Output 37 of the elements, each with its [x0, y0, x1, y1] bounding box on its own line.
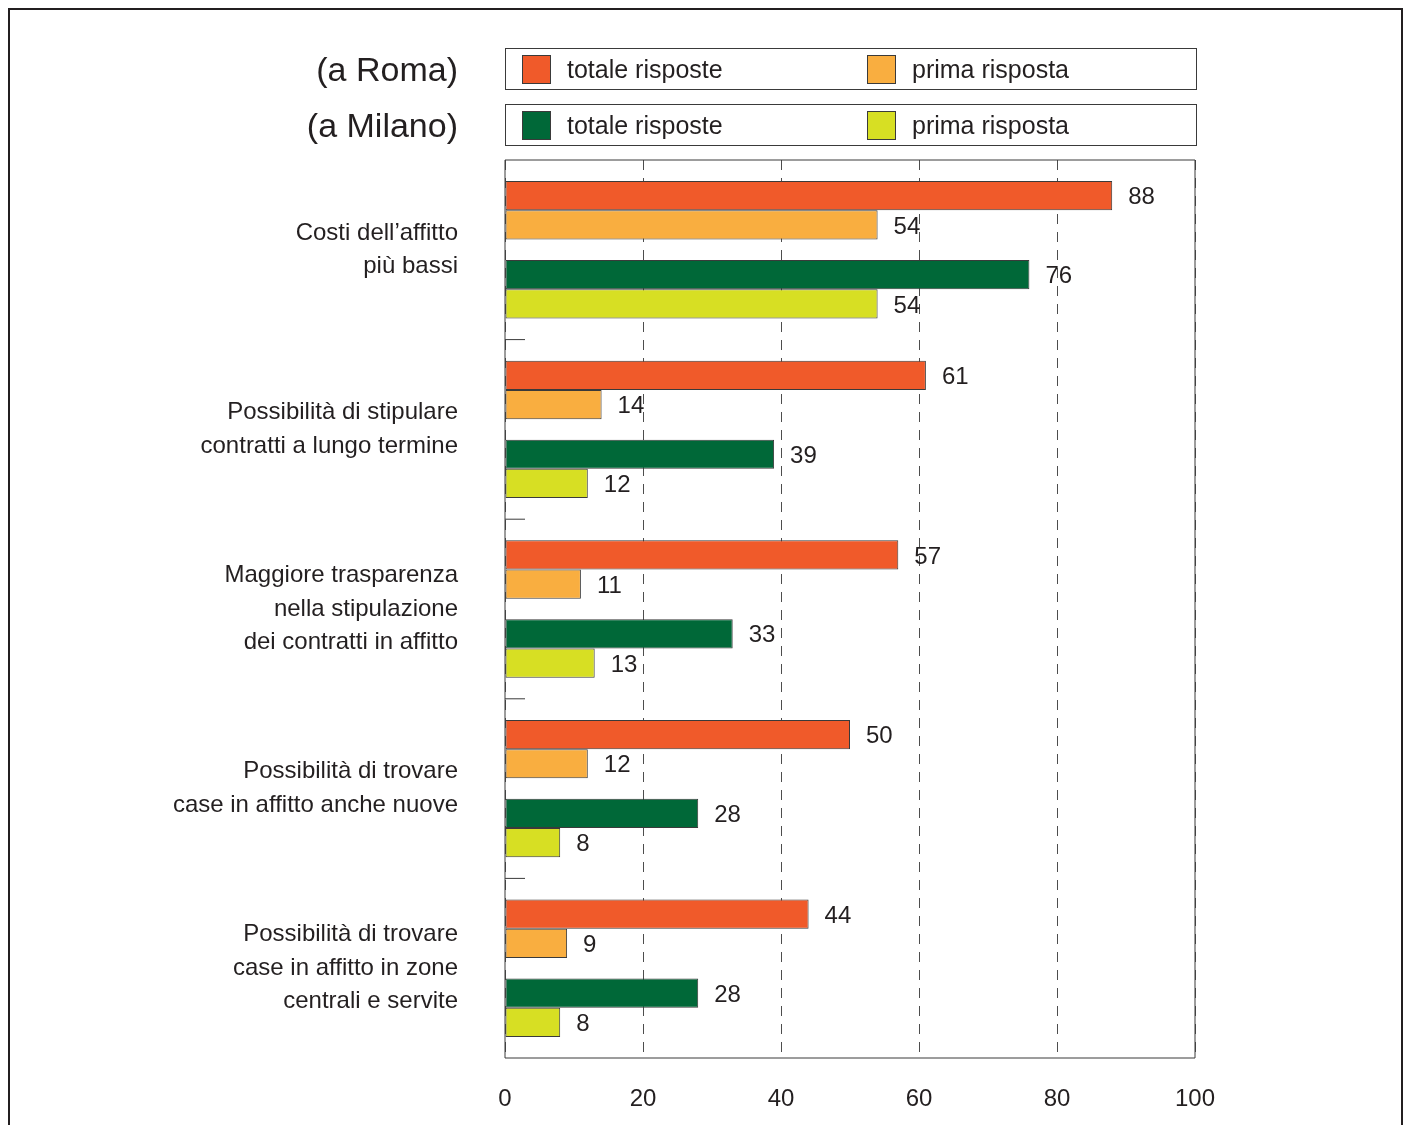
data-label: 12	[603, 750, 631, 778]
x-tick-label: 40	[767, 1084, 795, 1112]
data-label: 76	[1045, 261, 1073, 289]
data-label: 9	[583, 929, 597, 957]
x-tick-label: 60	[905, 1084, 933, 1112]
data-label: 54	[893, 290, 921, 318]
legend-label: totale risposte	[567, 54, 723, 84]
data-label: 54	[893, 211, 921, 239]
legend-label: prima risposta	[912, 54, 1069, 84]
y-tick-label: Maggiore trasparenza nella stipulazione dei contratti in affitto	[224, 560, 459, 655]
text: (a Milano)	[305, 105, 458, 146]
x-tick-label: 20	[629, 1084, 657, 1112]
data-label: 57	[914, 541, 941, 569]
data-label: 8	[576, 829, 590, 857]
data-label: 39	[790, 440, 817, 468]
data-label: 50	[866, 721, 893, 749]
y-tick-label: Costi dell’affitto più bassi	[295, 217, 458, 279]
x-tick-label: 100	[1174, 1084, 1216, 1112]
y-tick-label: Possibilità di trovare case in affitto in zone centrali e servite	[232, 919, 458, 1014]
x-tick-label: 80	[1043, 1084, 1071, 1112]
legend-label: totale risposte	[567, 110, 723, 140]
data-label: 8	[576, 1008, 590, 1036]
x-tick-label: 0	[498, 1084, 512, 1112]
y-tick-label: Possibilità di trovare case in affitto anche nuove	[172, 756, 458, 818]
data-label: 44	[824, 900, 852, 928]
data-label: 28	[714, 800, 741, 828]
data-label: 14	[617, 391, 645, 419]
legend-label: prima risposta	[912, 110, 1069, 140]
data-label: 61	[941, 361, 969, 389]
data-label: 88	[1128, 182, 1155, 210]
y-tick-label: Possibilità di stipulare contratti a lungo termine	[200, 397, 458, 458]
data-label: 12	[603, 470, 631, 498]
text: (a Roma)	[315, 49, 458, 90]
data-label: 33	[748, 620, 776, 648]
data-label: 11	[596, 570, 622, 598]
data-label: 13	[610, 649, 638, 677]
data-label: 28	[714, 979, 741, 1007]
